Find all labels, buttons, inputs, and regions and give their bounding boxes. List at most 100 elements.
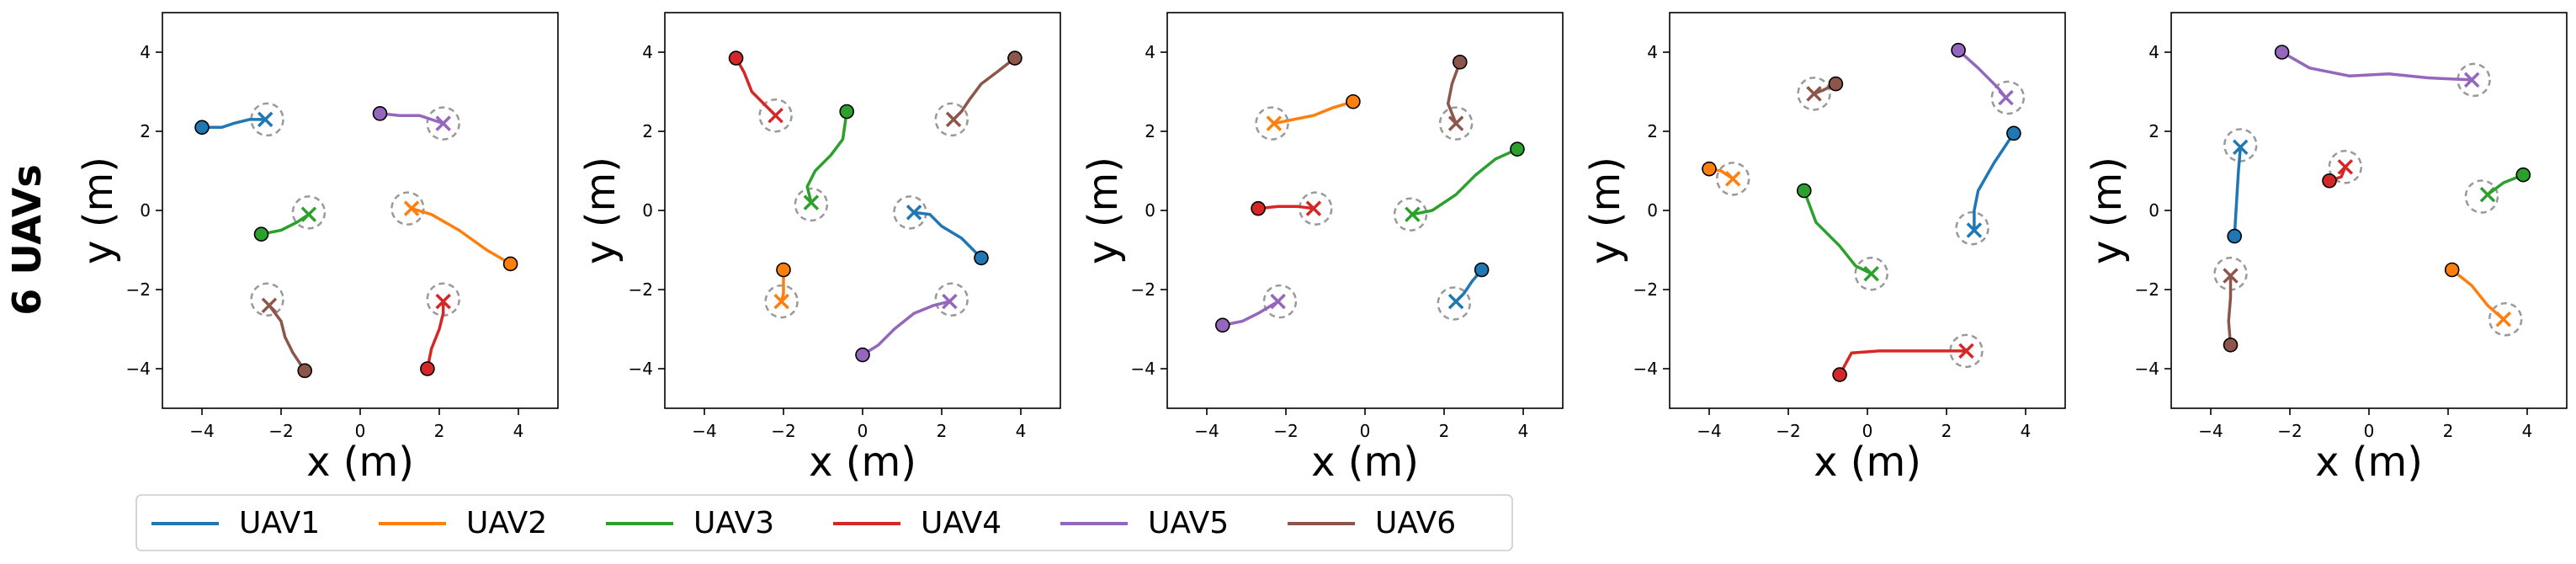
- uav6-end-marker: [2223, 268, 2239, 284]
- subplot-1: −4 −2 0 2 4 −4 −2 0 2 4 x (m) y (m): [75, 12, 559, 486]
- y-tick-label: −2: [1633, 279, 1658, 300]
- uav4-trajectory: [734, 56, 778, 117]
- y-tick-label: −4: [2135, 359, 2159, 379]
- x-axis-label: x (m): [1814, 439, 1921, 486]
- uav2-trajectory: [2450, 268, 2505, 322]
- uav3-end-marker: [2479, 186, 2496, 203]
- legend-label: UAV1: [239, 506, 320, 540]
- uav2-start-marker: [502, 256, 518, 272]
- x-tick-label: 4: [1518, 421, 1529, 441]
- uav3-start-marker: [2515, 167, 2531, 183]
- uav5-end-marker: [435, 115, 451, 131]
- x-tick-label: −2: [2277, 421, 2302, 441]
- uav1-trajectory: [1973, 131, 2016, 232]
- y-tick-label: −4: [629, 359, 653, 379]
- uav2-goal-ring: [1715, 162, 1750, 196]
- uav5-start-marker: [1951, 42, 1966, 58]
- uav6-start-marker: [1453, 54, 1468, 70]
- x-tick-label: −4: [1194, 421, 1219, 441]
- uav4-trajectory: [426, 300, 445, 370]
- uav6-end-marker: [1447, 115, 1464, 131]
- uav6-end-marker: [945, 111, 962, 128]
- uav6-end-marker: [1806, 86, 1822, 102]
- uav1-end-marker: [1966, 222, 1983, 238]
- x-axis-label: x (m): [1311, 439, 1419, 486]
- x-axis-label: x (m): [306, 439, 414, 486]
- uav5-end-marker: [2463, 72, 2480, 88]
- y-axis-label: y (m): [1080, 157, 1127, 264]
- uav6-start-marker: [1007, 51, 1022, 66]
- legend-item-uav4: UAV4: [833, 506, 1001, 540]
- subplot-4: −4 −2 0 2 4 −4 −2 0 2 4 x (m) y (m): [1582, 12, 2066, 486]
- uav4-start-marker: [420, 361, 435, 376]
- y-tick-label: 4: [642, 42, 653, 62]
- uav6-start-marker: [297, 363, 313, 379]
- uav5-goal-ring: [934, 282, 969, 317]
- uav5-trajectory: [861, 300, 952, 357]
- uav4-end-marker: [1305, 200, 1322, 216]
- uav1-end-marker: [2233, 139, 2249, 156]
- uav1-goal-ring: [893, 195, 927, 230]
- y-tick-label: 0: [2148, 200, 2159, 221]
- uav4-end-marker: [1958, 343, 1974, 359]
- x-tick-label: 0: [858, 421, 868, 441]
- uav4-goal-ring: [1949, 333, 1984, 369]
- uav1-start-marker: [2227, 228, 2242, 244]
- uav2-start-marker: [1346, 93, 1361, 109]
- uav2-start-marker: [776, 262, 791, 278]
- uav6-end-marker: [261, 297, 278, 314]
- uav1-goal-ring: [250, 102, 284, 137]
- y-tick-label: −4: [1131, 359, 1155, 379]
- y-tick-label: 2: [2148, 121, 2159, 141]
- x-tick-label: 2: [2443, 421, 2454, 441]
- x-tick-label: 0: [1360, 421, 1371, 441]
- uav4-trajectory: [1256, 205, 1315, 210]
- y-tick-label: 0: [140, 200, 151, 221]
- uav4-end-marker: [435, 293, 451, 310]
- y-axis-label: y (m): [1582, 157, 1629, 264]
- uav2-goal-ring: [1255, 106, 1289, 141]
- uav5-start-marker: [855, 347, 870, 363]
- uav3-start-marker: [1510, 141, 1525, 157]
- row-label: 6 UAVs: [4, 164, 50, 315]
- uav3-start-marker: [253, 226, 269, 242]
- uav1-start-marker: [974, 250, 989, 266]
- y-tick-label: 2: [1145, 121, 1155, 141]
- uav2-end-marker: [2495, 311, 2512, 327]
- uav2-start-marker: [2444, 262, 2460, 278]
- x-tick-label: −2: [1273, 421, 1298, 441]
- uav6-goal-ring: [934, 102, 969, 137]
- uav1-end-marker: [257, 111, 274, 128]
- uav6-trajectory: [2227, 274, 2233, 347]
- legend-label: UAV4: [921, 506, 1001, 540]
- uav5-goal-ring: [426, 106, 460, 141]
- uav5-start-marker: [1215, 317, 1230, 333]
- x-tick-label: 2: [1439, 421, 1450, 441]
- x-axis-label: x (m): [2315, 439, 2423, 486]
- x-tick-label: −2: [771, 421, 795, 441]
- uav4-goal-ring: [1299, 191, 1333, 226]
- y-axis-label: y (m): [577, 157, 624, 264]
- uav3-end-marker: [300, 206, 317, 222]
- legend-label: UAV3: [693, 506, 774, 540]
- x-tick-label: −2: [268, 421, 293, 441]
- uav1-trajectory: [2233, 146, 2243, 238]
- uav4-end-marker: [2337, 159, 2354, 175]
- x-tick-label: 0: [2364, 421, 2375, 441]
- plot-area: [1669, 12, 2066, 409]
- uav6-trajectory: [268, 304, 306, 373]
- y-tick-label: 4: [1145, 42, 1155, 62]
- legend: UAV1 UAV2 UAV3 UAV4 UAV5 UAV6: [135, 494, 1513, 551]
- uav6-trajectory: [1446, 61, 1462, 125]
- uav2-end-marker: [1266, 115, 1283, 131]
- uav3-trajectory: [805, 109, 848, 205]
- y-tick-label: −4: [1633, 359, 1658, 379]
- x-tick-label: −4: [189, 421, 214, 441]
- uav4-start-marker: [1251, 200, 1266, 216]
- x-tick-label: 4: [2522, 421, 2533, 441]
- uav1-goal-ring: [1437, 286, 1471, 321]
- uav6-start-marker: [1828, 76, 1844, 92]
- y-tick-label: 2: [1647, 121, 1658, 141]
- y-tick-label: 0: [642, 200, 653, 221]
- uav5-start-marker: [2274, 45, 2290, 60]
